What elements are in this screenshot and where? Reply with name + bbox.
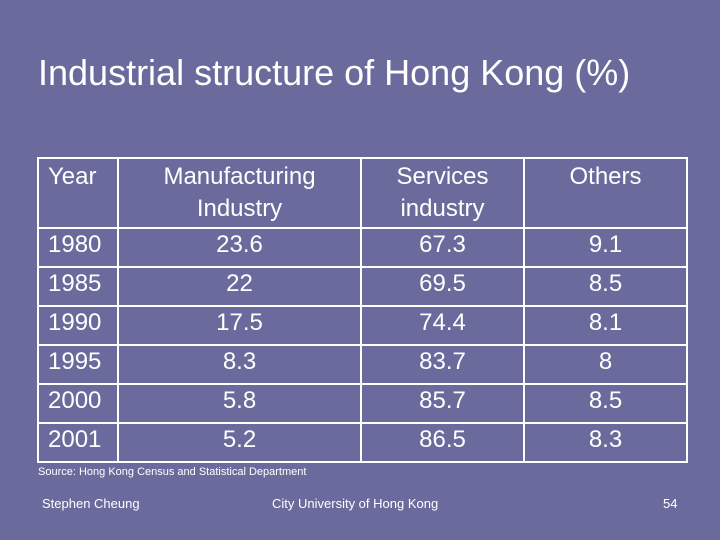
header-services-line1: Services (396, 163, 489, 190)
header-year: Year (37, 157, 119, 229)
cell-year: 2000 (37, 383, 119, 424)
cell-manufacturing: 8.3 (117, 344, 362, 385)
page-number: 54 (663, 496, 678, 511)
cell-services: 67.3 (360, 227, 525, 268)
cell-services: 86.5 (360, 422, 525, 463)
cell-services: 74.4 (360, 305, 525, 346)
cell-year: 1990 (37, 305, 119, 346)
table-row: 2001 5.2 86.5 8.3 (37, 422, 688, 463)
header-manufacturing-line2: Industry (196, 195, 283, 222)
footer-author: Stephen Cheung (42, 496, 140, 511)
cell-year: 2001 (37, 422, 119, 463)
cell-year: 1985 (37, 266, 119, 307)
header-manufacturing-line1: Manufacturing (163, 163, 316, 190)
cell-manufacturing: 5.8 (117, 383, 362, 424)
cell-services: 83.7 (360, 344, 525, 385)
cell-others: 9.1 (523, 227, 688, 268)
cell-manufacturing: 23.6 (117, 227, 362, 268)
cell-others: 8.3 (523, 422, 688, 463)
table-header-row: Year Manufacturing Industry Services ind… (37, 157, 688, 229)
header-services-line2: industry (400, 195, 485, 222)
table-row: 2000 5.8 85.7 8.5 (37, 383, 688, 424)
cell-manufacturing: 17.5 (117, 305, 362, 346)
header-services: Services industry (360, 157, 525, 229)
cell-others: 8.1 (523, 305, 688, 346)
cell-services: 85.7 (360, 383, 525, 424)
table-row: 1985 22 69.5 8.5 (37, 266, 688, 307)
cell-manufacturing: 5.2 (117, 422, 362, 463)
cell-year: 1980 (37, 227, 119, 268)
source-note: Source: Hong Kong Census and Statistical… (38, 466, 307, 478)
slide-title: Industrial structure of Hong Kong (%) (38, 52, 631, 93)
table-row: 1995 8.3 83.7 8 (37, 344, 688, 385)
cell-year: 1995 (37, 344, 119, 385)
header-others: Others (523, 157, 688, 229)
table-row: 1990 17.5 74.4 8.1 (37, 305, 688, 346)
cell-manufacturing: 22 (117, 266, 362, 307)
cell-others: 8.5 (523, 383, 688, 424)
footer-institution: City University of Hong Kong (272, 496, 439, 511)
table-row: 1980 23.6 67.3 9.1 (37, 227, 688, 268)
cell-others: 8 (523, 344, 688, 385)
industry-table: Year Manufacturing Industry Services ind… (37, 157, 688, 463)
header-manufacturing: Manufacturing Industry (117, 157, 362, 229)
cell-services: 69.5 (360, 266, 525, 307)
cell-others: 8.5 (523, 266, 688, 307)
